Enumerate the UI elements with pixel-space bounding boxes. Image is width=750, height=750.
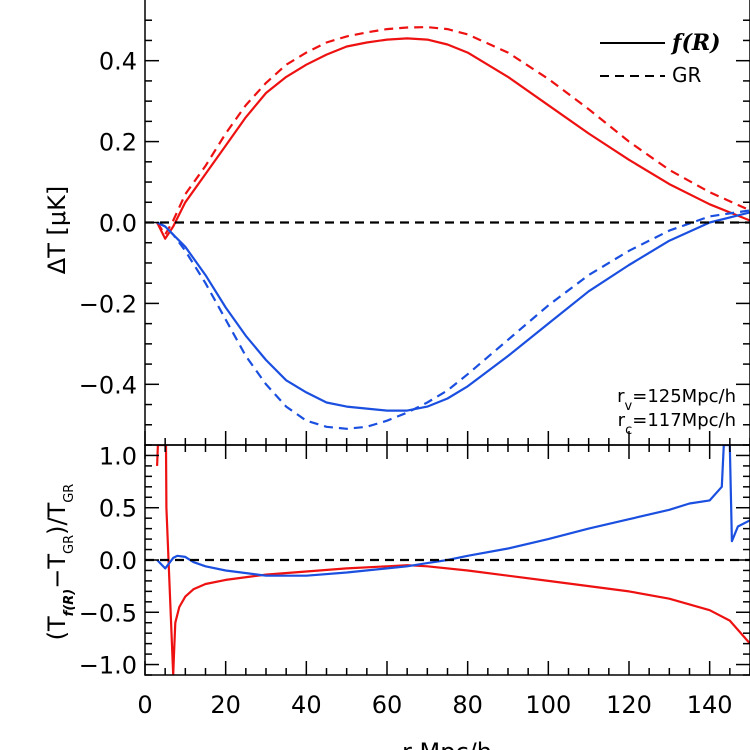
bottom-y-axis-title: (Tf(R)−TGR)/TGR (43, 484, 77, 641)
x-tick-label: 80 (452, 691, 483, 719)
annotation-rc: rc=117Mpc/h (618, 410, 736, 438)
bottom-y-tick-label: 0.0 (99, 547, 137, 575)
top-series-0-solid-line (156, 37, 750, 240)
top-y-tick-label: 0.0 (99, 210, 137, 238)
axis-ticks (144, 19, 750, 676)
top-y-tick-label: −0.4 (79, 371, 137, 399)
x-tick-label: 140 (687, 691, 733, 719)
legend-label-gr: GR (672, 63, 701, 87)
bottom-y-tick-label: −0.5 (79, 599, 137, 627)
top-series-3-dashed-line (156, 209, 750, 430)
top-y-axis-title: ΔT [μK] (43, 186, 71, 274)
bottom-y-tick-label: 0.5 (99, 495, 137, 523)
legend: f(R) GR (600, 30, 721, 87)
top-series-2-solid-line (156, 211, 750, 412)
bottom-series-1-solid-line (156, 445, 750, 577)
x-tick-label: 60 (372, 691, 403, 719)
top-y-tick-label: 0.4 (99, 48, 137, 76)
x-tick-label: 40 (291, 691, 322, 719)
top-panel-series (145, 26, 750, 430)
x-tick-label: 100 (525, 691, 571, 719)
top-y-tick-label: 0.2 (99, 129, 137, 157)
legend-label-fr: f(R) (670, 30, 721, 56)
bottom-y-tick-label: 1.0 (99, 442, 137, 470)
bottom-panel-series (145, 445, 750, 675)
x-axis-title: r Mpc/h (402, 738, 492, 750)
annotation-rv: rv=125Mpc/h (617, 386, 736, 414)
bottom-y-tick-label: −1.0 (79, 652, 137, 680)
bottom-series-0-solid-line (156, 445, 750, 675)
radius-annotations: rv=125Mpc/h rc=117Mpc/h (617, 386, 736, 438)
tick-labels: 0 20 40 60 80 100 120 140 −0.4 −0.2 0.0 0.2 0.4 −1.0 −… (79, 48, 733, 719)
x-tick-label: 120 (606, 691, 652, 719)
top-y-tick-label: −0.2 (79, 290, 137, 318)
x-tick-label: 0 (137, 691, 152, 719)
top-series-1-dashed-line (156, 26, 750, 236)
x-tick-label: 20 (210, 691, 241, 719)
